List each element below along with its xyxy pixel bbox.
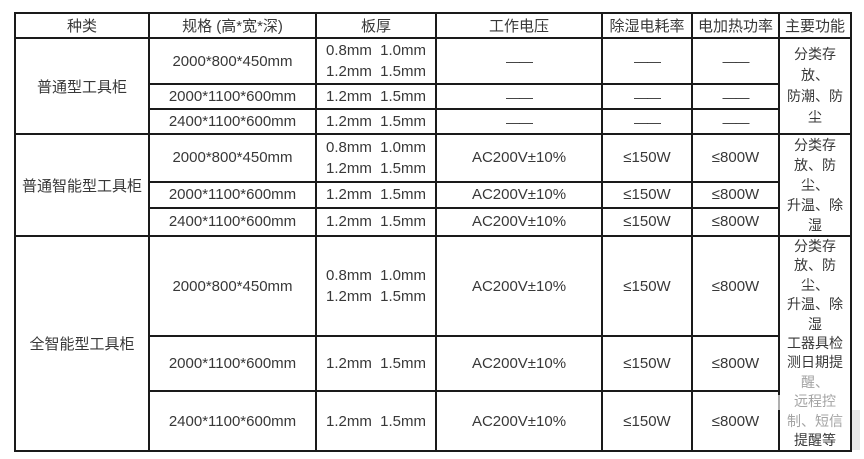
functions-text-normal: 分类存 放、防 尘、 升温、除 湿 工器具检 测日期提 xyxy=(787,238,843,371)
category-cell-full-smart: 全智能型工具柜 xyxy=(14,234,150,453)
dehumid-cell: ≤150W xyxy=(601,133,693,183)
heating-cell: ≤800W xyxy=(691,335,780,393)
voltage-cell: AC200V±10% xyxy=(435,335,603,393)
heating-cell: —— xyxy=(691,83,780,110)
voltage-cell: —— xyxy=(435,83,603,110)
header-row: 种类 规格 (高*宽*深) 板厚 工作电压 除湿电耗率 电加热功率 主要功能 xyxy=(14,12,852,39)
voltage-cell: AC200V±10% xyxy=(435,133,603,183)
voltage-cell: —— xyxy=(435,37,603,85)
heating-cell: ≤800W xyxy=(691,234,780,338)
functions-cell-ordinary: 分类存 放、 防潮、防 尘 xyxy=(778,37,852,135)
category-cell-smart: 普通智能型工具柜 xyxy=(14,133,150,237)
thickness-cell: 1.2mm 1.5mm xyxy=(315,83,437,110)
spec-cell: 2000*800*450mm xyxy=(148,133,317,183)
header-heating-power: 电加热功率 xyxy=(691,12,780,39)
voltage-cell: AC200V±10% xyxy=(435,390,603,453)
dehumid-cell: ≤150W xyxy=(601,335,693,393)
dehumid-cell: ≤150W xyxy=(601,180,693,209)
thickness-cell: 1.2mm 1.5mm xyxy=(315,180,437,209)
spec-cell: 2000*800*450mm xyxy=(148,37,317,85)
table-row: 2400*1100*600mm 1.2mm 1.5mm AC200V±10% ≤… xyxy=(15,206,851,238)
spec-cell: 2000*1100*600mm xyxy=(148,335,317,393)
table-row: 普通智能型工具柜 2000*800*450mm 0.8mm 1.0mm 1.2m… xyxy=(14,133,852,237)
thickness-cell: 0.8mm 1.0mm 1.2mm 1.5mm xyxy=(315,37,437,85)
category-cell-ordinary: 普通型工具柜 xyxy=(14,37,150,135)
heating-cell: ≤800W xyxy=(691,180,780,209)
thickness-cell: 1.2mm 1.5mm xyxy=(315,108,437,135)
functions-text-normal: 提醒等 xyxy=(794,432,836,449)
header-main-functions: 主要功能 xyxy=(778,12,852,39)
thickness-cell: 1.2mm 1.5mm xyxy=(315,206,437,238)
dehumid-cell: —— xyxy=(601,37,693,85)
dehumid-cell: —— xyxy=(601,108,693,135)
voltage-cell: AC200V±10% xyxy=(435,206,603,238)
dehumid-cell: ≤150W xyxy=(601,206,693,238)
spec-cell: 2000*1100*600mm xyxy=(148,83,317,110)
dehumid-cell: ≤150W xyxy=(601,390,693,453)
thickness-cell: 0.8mm 1.0mm 1.2mm 1.5mm xyxy=(315,133,437,183)
thickness-cell: 0.8mm 1.0mm 1.2mm 1.5mm xyxy=(315,234,437,338)
heating-cell: —— xyxy=(691,37,780,85)
header-thickness: 板厚 xyxy=(315,12,437,39)
dehumid-cell: —— xyxy=(601,83,693,110)
functions-text-dimmed-by-watermark: 醒、 远程控 制、短信 xyxy=(787,373,843,429)
voltage-cell: AC200V±10% xyxy=(435,234,603,338)
tool-cabinet-spec-table: 种类 规格 (高*宽*深) 板厚 工作电压 除湿电耗率 电加热功率 主要功能 普… xyxy=(14,12,852,453)
header-spec: 规格 (高*宽*深) xyxy=(148,12,317,39)
header-dehumid-rate: 除湿电耗率 xyxy=(601,12,693,39)
spec-cell: 2400*1100*600mm xyxy=(148,108,317,135)
voltage-cell: AC200V±10% xyxy=(435,180,603,209)
table-row: 2400*1100*600mm 1.2mm 1.5mm —— —— —— xyxy=(15,108,851,135)
dehumid-cell: ≤150W xyxy=(601,234,693,338)
heating-cell: ≤800W xyxy=(691,206,780,238)
watermark-fragment xyxy=(755,395,785,410)
thickness-cell: 1.2mm 1.5mm xyxy=(315,390,437,453)
table-row: 普通型工具柜 2000*800*450mm 0.8mm 1.0mm 1.2mm … xyxy=(14,37,852,135)
heating-cell: —— xyxy=(691,108,780,135)
spec-cell: 2400*1100*600mm xyxy=(148,206,317,238)
functions-cell-full-smart: 分类存 放、防 尘、 升温、除 湿 工器具检 测日期提 醒、 远程控 制、短信 … xyxy=(778,234,852,453)
spec-cell: 2000*800*450mm xyxy=(148,234,317,338)
heating-cell: ≤800W xyxy=(691,133,780,183)
functions-cell-smart: 分类存 放、防 尘、 升温、除 湿 xyxy=(778,133,852,237)
table-row: 2000*1100*600mm 1.2mm 1.5mm —— —— —— xyxy=(15,83,851,110)
watermark-fragment xyxy=(851,410,860,450)
table-row: 全智能型工具柜 2000*800*450mm 0.8mm 1.0mm 1.2mm… xyxy=(14,234,852,453)
table-row: 2000*1100*600mm 1.2mm 1.5mm AC200V±10% ≤… xyxy=(15,335,851,393)
spec-cell: 2000*1100*600mm xyxy=(148,180,317,209)
thickness-cell: 1.2mm 1.5mm xyxy=(315,335,437,393)
spec-cell: 2400*1100*600mm xyxy=(148,390,317,453)
table-row: 2000*1100*600mm 1.2mm 1.5mm AC200V±10% ≤… xyxy=(15,180,851,209)
header-type: 种类 xyxy=(14,12,150,39)
header-voltage: 工作电压 xyxy=(435,12,603,39)
voltage-cell: —— xyxy=(435,108,603,135)
